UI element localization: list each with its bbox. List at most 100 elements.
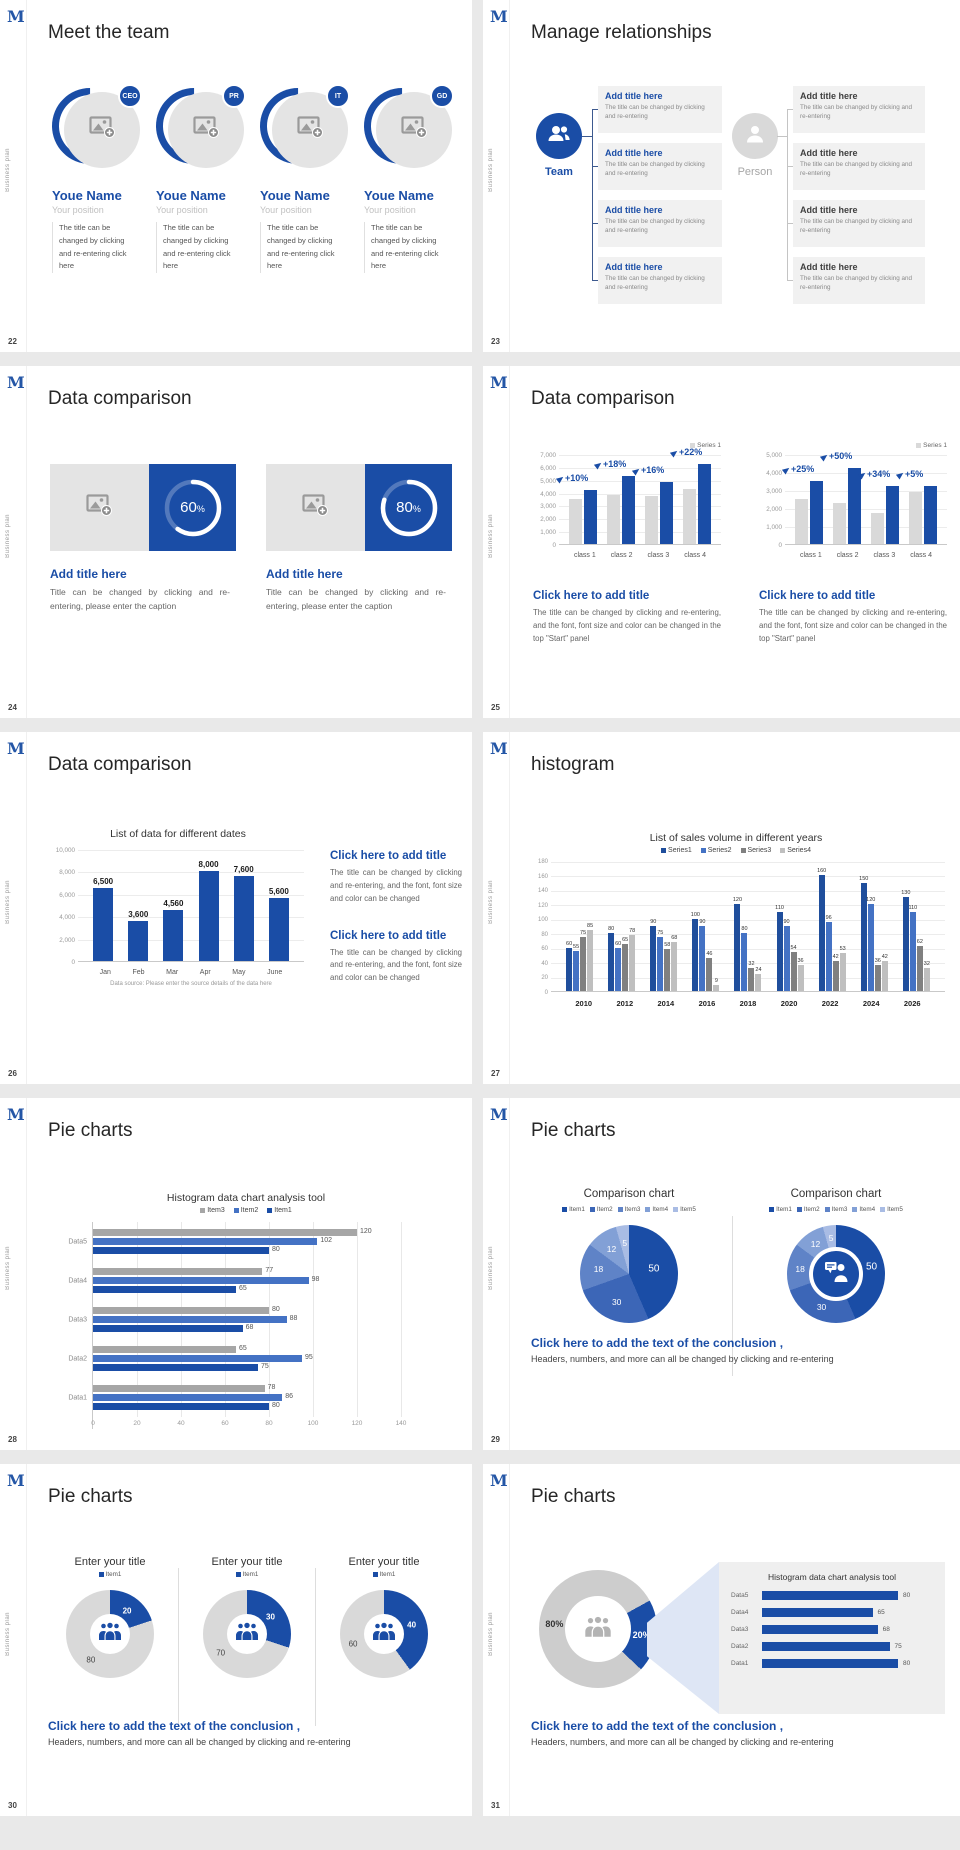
slice-label: 50 [865,1261,878,1273]
slide-23[interactable]: M Business plan 23 Manage relationships … [483,0,960,352]
connector-line [787,109,788,281]
sidebar-rule [26,0,27,352]
slide-30[interactable]: M Business plan 30 Pie charts Enter your… [0,1464,472,1816]
legend-item: Series1 [661,847,692,854]
legend-item: Item3 [617,1206,640,1213]
arrow-icon [781,465,792,475]
chart-title: Comparison chart [583,1188,675,1200]
legend-item: Item1 [98,1571,121,1578]
x-axis-labels: class 1 class 2 class 3 class 4 [799,552,932,559]
person-chat-icon [824,1260,849,1288]
bar: 90 [699,919,705,991]
value-label: 36 [874,958,881,964]
slide-25[interactable]: M Business plan 25 Data comparison Serie… [483,366,960,718]
chart-legend: Series 1 [759,442,947,449]
conclusion-text: Headers, numbers, and more can all be ch… [48,1737,351,1747]
value-label: 100 [690,911,700,918]
image-placeholder-icon [400,116,428,144]
box-text: The title can be changed by clicking and… [800,218,913,235]
conclusion: Click here to add the text of the conclu… [531,1719,834,1747]
conclusion: Click here to add the text of the conclu… [531,1336,834,1364]
legend-item: Item3 [824,1206,847,1213]
y-axis: 10,000 8,000 6,000 4,000 2,000 0 [55,847,75,966]
brand-logo-icon: M [7,7,25,26]
bar-group: 6,500 [93,877,113,961]
image-placeholder-icon [192,116,220,144]
beam-shape [647,1562,719,1714]
relationship-box: Add title here The title can be changed b… [793,200,925,247]
growth-label: +16% [631,465,664,476]
value-label: 6,500 [93,877,114,887]
gridline [559,532,721,534]
image-placeholder-icon [86,493,113,522]
sidebar-label: Business plan [5,513,11,558]
bar-row: Data4 65 [731,1608,933,1617]
caption-block: Click here to add title The title can be… [330,850,462,906]
bar: 75 [93,1363,269,1371]
divider [732,1216,733,1376]
conclusion: Click here to add the text of the conclu… [48,1719,351,1747]
value-label: 110 [775,904,784,911]
value-label: 80 [608,926,615,933]
slide-24[interactable]: M Business plan 24 Data comparison 60% A… [0,366,472,718]
bar: 65 [93,1285,247,1293]
value-label: 55 [573,944,580,951]
member-name: Youe Name [260,188,330,203]
member-description: The title can be changed by clicking and… [52,222,138,273]
team-gray-icon [583,1616,613,1643]
avatar: IT [244,72,352,180]
value-label: 120 [360,1228,372,1235]
image-placeholder [50,464,149,551]
slice-label: 20% [632,1629,651,1640]
value-label: 160 [817,868,827,875]
gridline [785,491,947,492]
arrow-icon [669,448,680,458]
value-label: 80 [272,1402,280,1409]
value-label: 85 [587,922,594,929]
bar-group: +22% [669,447,711,544]
page-number: 25 [491,703,500,712]
sidebar-label: Business plan [488,879,494,924]
bar-group: 4,560 [163,899,183,961]
caption-pair: Click here to add title The title can be… [533,590,947,646]
card-title: Add title here [50,567,127,581]
slide-31[interactable]: M Business plan 31 Pie charts 80% 20% Hist… [483,1464,960,1816]
page-number: 27 [491,1069,500,1078]
donut-chart: 40 60 [340,1590,428,1678]
gridline [551,948,945,950]
slide-title: Manage relationships [531,22,712,43]
arrow-icon [857,470,868,480]
conclusion-text: Headers, numbers, and more can all be ch… [531,1737,834,1747]
chart-pair: Series 1 7,000 6,000 5,000 4,000 3,000 2,000 1,… [533,442,947,559]
page-number: 29 [491,1435,500,1444]
slide-27[interactable]: M Business plan 27 histogram List of sal… [483,732,960,1084]
connector-line [592,223,598,224]
slide-29[interactable]: M Business plan 29 Pie charts Comparison… [483,1098,960,1450]
value-label: 90 [650,919,657,925]
person-label: Person [737,166,773,178]
chart-legend: Series1 Series2 Series3 Series4 [527,847,945,854]
slide-22[interactable]: M Business plan 22 Meet the team CEO You… [0,0,472,352]
legend-item: Item4 [645,1206,668,1213]
conclusion-title: Click here to add the text of the conclu… [531,1719,784,1733]
brand-logo-icon: M [7,739,25,758]
value-label: 75 [657,929,664,936]
relationship-box: Add title here The title can be changed b… [598,143,722,190]
bar-highlight [660,482,673,544]
bar-base [871,512,884,544]
slide-26[interactable]: M Business plan 26 Data comparison List … [0,732,472,1084]
connector-line [787,280,793,281]
connector-line [582,136,592,137]
caption-title: Click here to add title [330,850,447,862]
bar: 78 [629,928,635,991]
legend-item: Item4 [852,1206,875,1213]
slide-28[interactable]: M Business plan 28 Pie charts Histogram … [0,1098,472,1450]
bar-group: +16% [631,465,673,544]
bar-highlight [698,464,711,544]
bar [762,1591,898,1600]
bar: 54 [791,945,797,991]
pie-chart: 50 30 18 12 5 [580,1225,678,1323]
sidebar-label: Business plan [5,879,11,924]
legend-item: Item1 [769,1206,792,1213]
legend-item: Item2 [796,1206,820,1213]
